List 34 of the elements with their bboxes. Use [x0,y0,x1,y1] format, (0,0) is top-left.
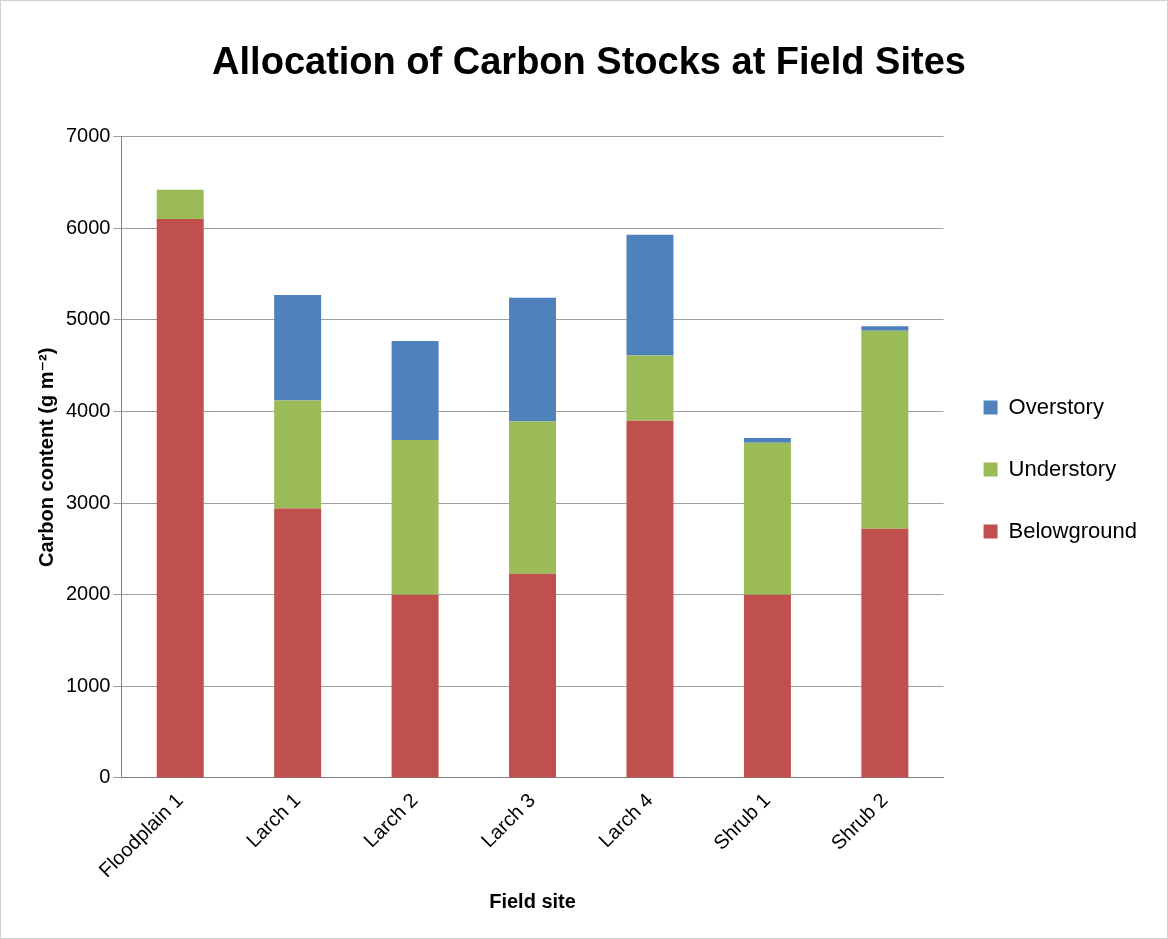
bar [626,355,674,421]
bar [743,438,791,443]
y-axis-title: Carbon content (g m⁻²) [34,347,57,568]
bar [509,573,557,778]
bar [626,420,674,778]
legend-label: Belowground [1008,517,1138,543]
x-axis-title: Field site [489,889,576,912]
bar [509,297,557,422]
bar [156,219,204,778]
y-tick-label: 1000 [65,673,111,696]
legend-label: Understory [1008,455,1117,481]
bar [743,442,791,595]
y-tick-label: 4000 [65,398,111,421]
bar [391,594,439,778]
y-tick-label: 0 [99,765,111,788]
bar [861,330,909,529]
bar [861,326,909,331]
bar [274,400,322,509]
bar [156,189,204,220]
bar [861,528,909,778]
chart-title: Allocation of Carbon Stocks at Field Sites [212,40,966,83]
bar [509,421,557,574]
bar [391,340,439,440]
y-tick-label: 3000 [65,490,111,513]
bar [391,439,439,595]
y-tick-label: 5000 [65,307,111,330]
y-tick-label: 6000 [65,215,111,238]
y-tick-label: 7000 [65,124,111,147]
bar [274,295,322,401]
bar [274,508,322,778]
y-tick-label: 2000 [65,582,111,605]
bar [743,594,791,778]
legend-label: Overstory [1008,393,1104,419]
bar [626,234,674,356]
